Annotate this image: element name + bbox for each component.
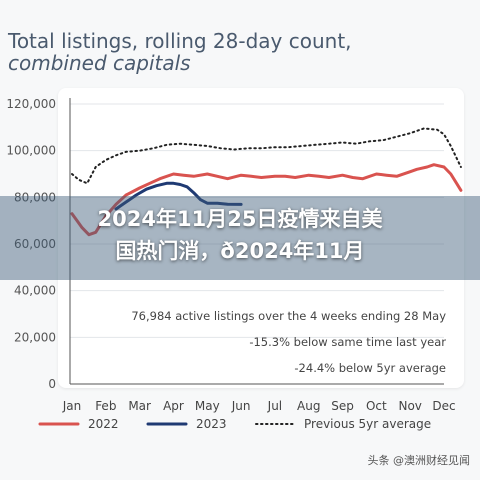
x-tick-label: Jul (267, 399, 282, 413)
chart-series (70, 127, 463, 237)
x-tick-label: Nov (398, 399, 421, 413)
legend-label: Previous 5yr average (304, 417, 431, 431)
series-line-2023 (114, 181, 243, 211)
x-tick-label: Sep (331, 399, 354, 413)
y-tick-label: 40,000 (14, 284, 56, 298)
y-tick-label: 120,000 (6, 97, 56, 111)
annotation-text: -15.3% below same time last year (249, 335, 446, 349)
series-line-2022 (70, 163, 463, 237)
x-tick-label: May (195, 399, 220, 413)
banner-line2: 国热门消，ð2024年11月 (115, 239, 365, 263)
banner-line1: 2024年11月25日疫情来自美 (97, 207, 383, 231)
chart-annotations: 76,984 active listings over the 4 weeks … (131, 309, 446, 375)
x-axis: Jan Feb Mar Apr May Jun Jul Aug Sep Oct Nov Dec (62, 399, 456, 413)
legend-label: 2023 (196, 417, 227, 431)
y-axis: 0 20,000 40,000 60,000 80,000 100,000 120,000 (6, 97, 56, 391)
overlay-banner-text: 2024年11月25日疫情来自美 国热门消，ð2024年11月 (0, 203, 480, 267)
y-tick-label: 0 (48, 377, 56, 391)
chart-grid (69, 98, 444, 385)
annotation-text: -24.4% below 5yr average (294, 361, 446, 375)
watermark: 头条 @澳洲财经见闻 (367, 454, 471, 467)
x-tick-label: Dec (432, 399, 455, 413)
x-tick-label: Aug (297, 399, 320, 413)
x-tick-label: Apr (163, 399, 184, 413)
plot-area-background (58, 88, 464, 388)
x-tick-label: Oct (366, 399, 387, 413)
chart-title-line1: Total listings, rolling 28-day count, (8, 29, 352, 53)
overlay-banner (0, 196, 480, 280)
annotation-text: 76,984 active listings over the 4 weeks … (131, 309, 446, 323)
series-line-previous-5yr-average (71, 127, 462, 185)
x-tick-label: Mar (128, 399, 151, 413)
x-tick-label: Feb (95, 399, 116, 413)
x-tick-label: Jan (62, 399, 82, 413)
chart-title: Total listings, rolling 28-day count, co… (8, 30, 472, 74)
y-tick-label: 80,000 (14, 190, 56, 204)
y-tick-label: 100,000 (6, 144, 56, 158)
y-tick-label: 20,000 (14, 330, 56, 344)
x-tick-label: Jun (231, 399, 251, 413)
legend-label: 2022 (88, 417, 119, 431)
chart-title-line2: combined capitals (8, 51, 191, 75)
chart-legend: 2022 2023 Previous 5yr average (38, 417, 431, 431)
y-tick-label: 60,000 (14, 237, 56, 251)
